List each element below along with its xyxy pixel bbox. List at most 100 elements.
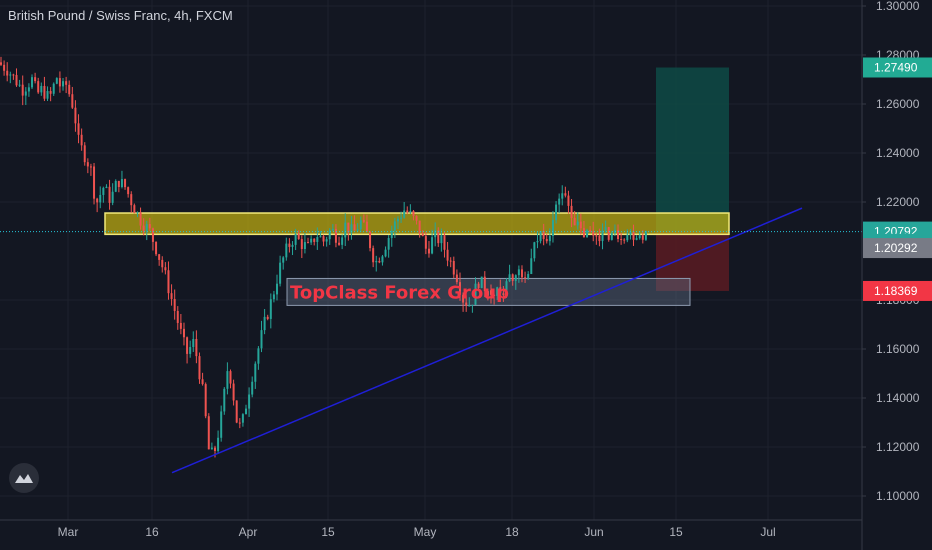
target-tag — [863, 57, 932, 78]
candle-body — [365, 221, 368, 232]
candle-body — [192, 338, 195, 348]
candlestick-series — [0, 56, 647, 458]
candle-body — [68, 84, 71, 95]
candle-body — [238, 422, 241, 424]
x-tick-label: 15 — [321, 525, 335, 539]
candle-body — [576, 221, 579, 226]
candle-body — [201, 379, 204, 385]
candle-body — [632, 231, 635, 240]
candle-body — [406, 210, 409, 213]
candle-body — [96, 198, 99, 203]
time-axis[interactable]: Mar 16 Apr 15 May 18 Jun 15 Jul — [0, 519, 862, 539]
candle-body — [55, 78, 58, 84]
candle-body — [592, 231, 595, 236]
candle-body — [288, 243, 291, 247]
candle-body — [623, 239, 626, 241]
candle-body — [139, 212, 142, 226]
candle-body — [465, 302, 468, 306]
candle-body — [130, 194, 133, 206]
candle-body — [179, 322, 182, 329]
entry-tag — [863, 238, 932, 259]
y-tick-label: 1.30000 — [876, 0, 920, 13]
candle-body — [229, 371, 232, 384]
candle-body — [517, 269, 520, 276]
candle-body — [338, 242, 341, 245]
candle-body — [285, 243, 288, 258]
candle-body — [437, 230, 440, 244]
candle-body — [570, 205, 573, 219]
candle-body — [434, 230, 437, 238]
candle-body — [443, 235, 446, 250]
y-tick-label: 1.26000 — [876, 97, 920, 111]
candle-body — [524, 277, 527, 279]
candle-body — [527, 273, 530, 278]
candle-body — [483, 276, 486, 292]
candle-body — [27, 87, 30, 92]
candle-body — [173, 298, 176, 311]
y-tick-label: 1.24000 — [876, 146, 920, 160]
candle-body — [241, 414, 244, 423]
price-axis[interactable]: 1.300001.280001.260001.240001.220001.180… — [861, 0, 920, 550]
candle-body — [102, 187, 105, 195]
candle-body — [586, 230, 589, 238]
candle-body — [226, 371, 229, 389]
candle-body — [452, 260, 455, 275]
candle-body — [80, 134, 83, 146]
chart-title: British Pound / Swiss Franc, 4h, FXCM — [8, 8, 233, 23]
stop-tag-label: 1.18369 — [874, 284, 918, 298]
candle-body — [403, 210, 406, 218]
candle-body — [77, 123, 80, 135]
candle-body — [505, 281, 508, 296]
candle-body — [74, 107, 77, 124]
tradingview-logo-icon[interactable] — [9, 463, 39, 493]
candle-body — [189, 347, 192, 354]
candle-body — [223, 388, 226, 412]
candle-body — [347, 222, 350, 233]
candle-body — [198, 356, 201, 380]
candle-body — [595, 235, 598, 237]
candle-body — [99, 194, 102, 203]
candle-body — [89, 166, 92, 168]
candle-body — [307, 242, 310, 244]
x-tick-label: 15 — [669, 525, 683, 539]
candle-body — [6, 70, 9, 76]
candle-body — [65, 81, 68, 85]
candle-body — [117, 180, 120, 187]
candle-body — [490, 290, 492, 295]
candle-body — [496, 287, 499, 296]
candle-body — [555, 204, 558, 221]
candle-body — [297, 233, 300, 240]
candle-body — [3, 64, 6, 71]
candle-body — [545, 238, 548, 242]
candle-body — [62, 81, 65, 87]
candle-body — [18, 84, 21, 86]
candle-body — [393, 221, 396, 231]
candle-body — [186, 337, 189, 354]
entry-tag-label: 1.20292 — [874, 241, 918, 255]
candle-body — [502, 293, 505, 296]
candle-body — [105, 186, 108, 188]
candle-body — [508, 274, 511, 282]
candle-body — [564, 193, 567, 196]
candle-body — [493, 294, 496, 296]
candle-body — [300, 239, 303, 250]
candle-body — [276, 283, 279, 295]
candle-body — [52, 83, 55, 94]
candle-body — [536, 241, 539, 243]
candle-body — [124, 179, 127, 188]
candle-body — [46, 91, 49, 99]
candle-body — [462, 294, 465, 303]
x-tick-label: 18 — [505, 525, 519, 539]
candle-body — [601, 230, 604, 242]
candle-body — [424, 236, 427, 249]
candle-body — [164, 267, 167, 271]
candle-body — [145, 224, 148, 231]
candle-body — [291, 244, 294, 247]
candle-body — [136, 212, 139, 214]
y-tick-label: 1.16000 — [876, 342, 920, 356]
x-tick-label: Mar — [58, 525, 79, 539]
x-tick-label: Jul — [760, 525, 775, 539]
candle-body — [245, 408, 247, 415]
